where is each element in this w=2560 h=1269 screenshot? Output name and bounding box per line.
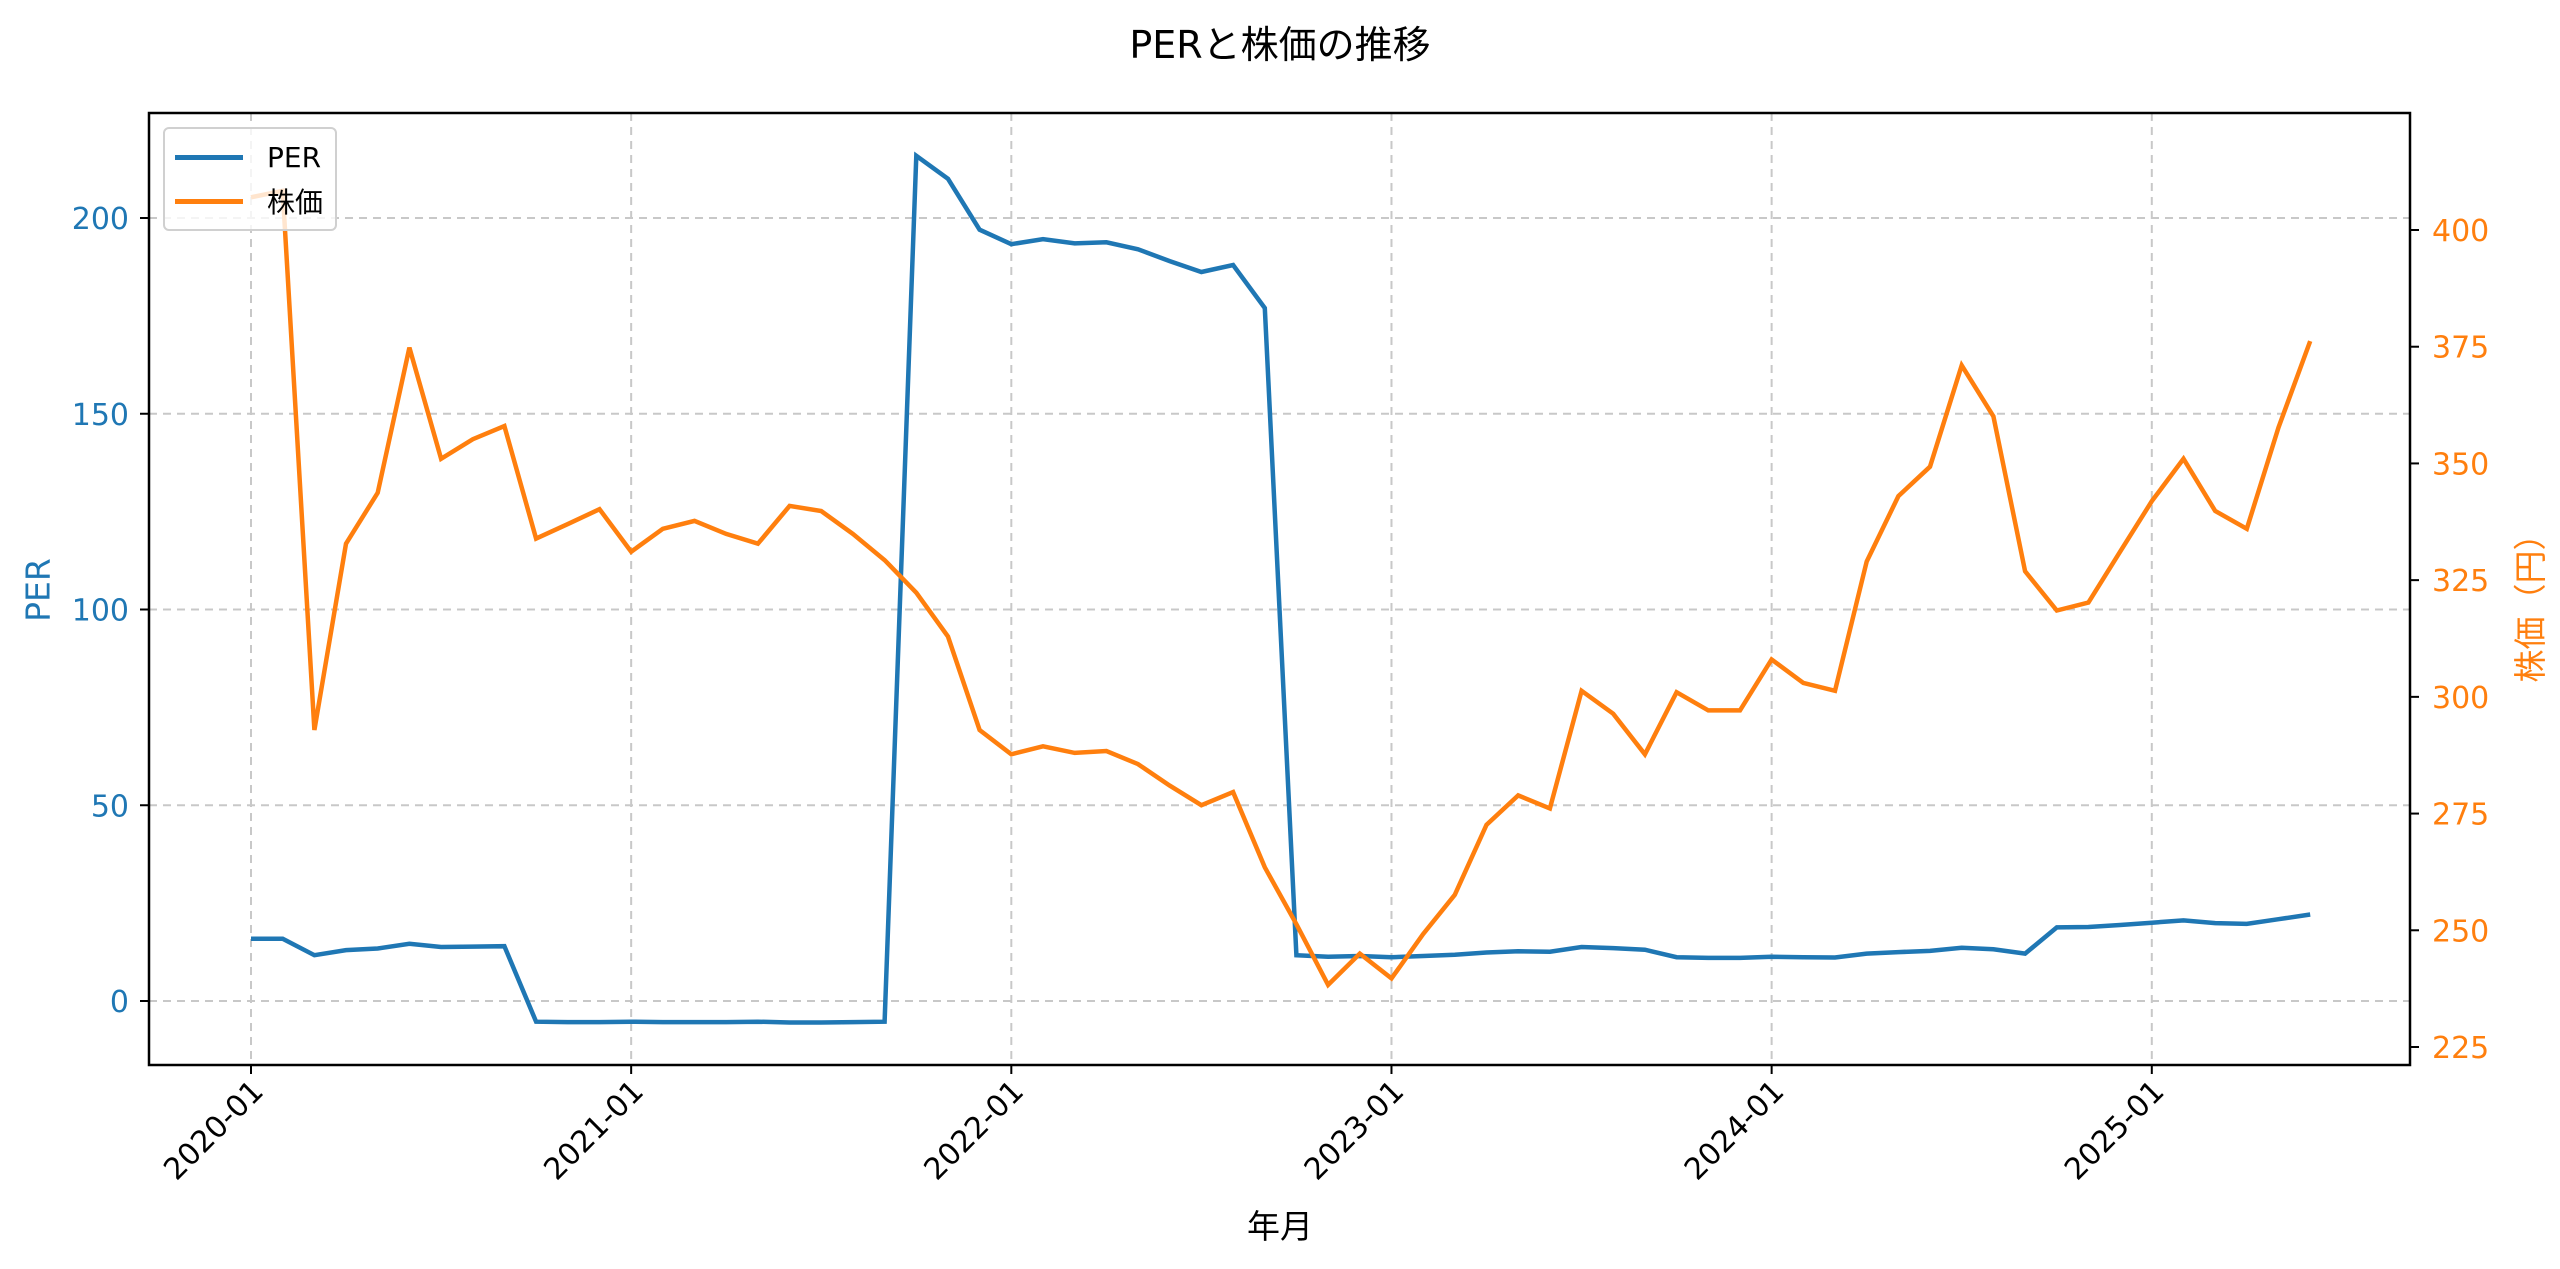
y-right-tick-label: 225 <box>2432 1031 2489 1066</box>
legend: PER 株価 <box>163 127 337 231</box>
x-axis-label: 年月 <box>1247 1207 1313 1246</box>
series-line-per <box>251 151 2311 1025</box>
legend-swatch-per <box>175 154 243 160</box>
y-left-tick-label: 0 <box>110 985 129 1020</box>
legend-label-per: PER <box>267 140 322 174</box>
legend-item-price: 株価 <box>165 181 323 221</box>
series-line-price <box>250 188 2313 989</box>
chart-title: PERと株価の推移 <box>1129 23 1431 67</box>
x-tick-label: 2020-01 <box>157 1074 270 1187</box>
y-left-tick-label: 50 <box>91 789 129 824</box>
y-right-tick-label: 400 <box>2432 214 2489 249</box>
x-tick-label: 2024-01 <box>1678 1074 1791 1187</box>
x-tick-label: 2023-01 <box>1298 1074 1411 1187</box>
y-right-tick-label: 275 <box>2432 798 2489 833</box>
plot-frame <box>147 111 2412 1067</box>
y-right-tick-label: 325 <box>2432 564 2489 599</box>
y-right-tick-label: 300 <box>2432 681 2489 716</box>
y-axis-right-label: 株価（円） <box>2511 517 2550 683</box>
legend-swatch-price <box>175 198 243 204</box>
y-left-tick-label: 100 <box>72 594 129 629</box>
x-tick-label: 2025-01 <box>2058 1074 2171 1187</box>
y-right-tick-label: 250 <box>2432 914 2489 949</box>
y-left-tick-label: 200 <box>72 202 129 237</box>
legend-item-per: PER <box>165 137 321 177</box>
x-tick-label: 2022-01 <box>918 1074 1031 1187</box>
y-right-tick-label: 375 <box>2432 331 2489 366</box>
y-right-tick-label: 350 <box>2432 447 2489 482</box>
y-axis-left-label: PER <box>18 558 58 622</box>
y-left-tick-label: 150 <box>72 398 129 433</box>
x-tick-label: 2021-01 <box>537 1074 650 1187</box>
legend-label-price: 株価 <box>267 186 324 219</box>
